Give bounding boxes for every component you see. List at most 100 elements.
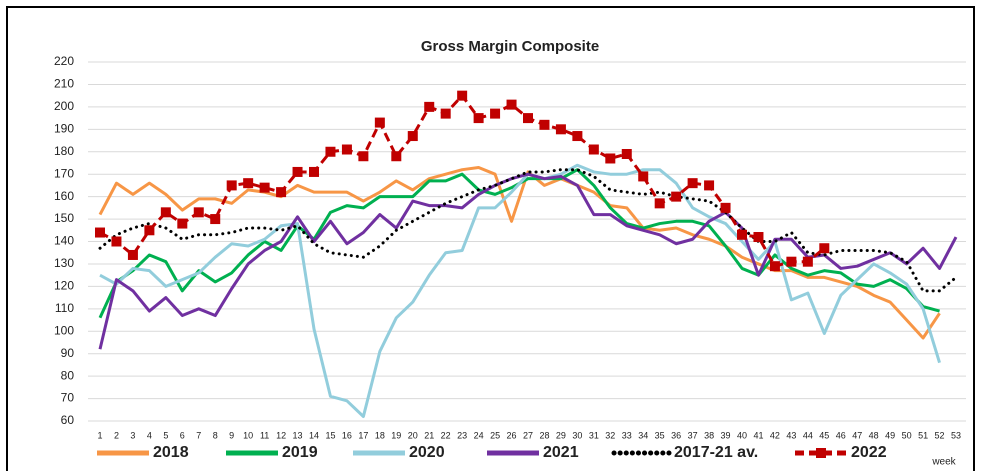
point-marker	[259, 182, 270, 193]
x-tick-label: 5	[163, 430, 168, 440]
x-tick-label: 45	[819, 430, 829, 440]
y-tick-label: 100	[54, 323, 74, 337]
x-tick-label: 29	[556, 430, 566, 440]
x-tick-label: 20	[408, 430, 418, 440]
legend-label: 2020	[409, 444, 445, 461]
x-tick-label: 47	[852, 430, 862, 440]
y-tick-label: 220	[54, 54, 74, 68]
point-marker	[654, 198, 665, 209]
x-tick-label: 7	[196, 430, 201, 440]
point-marker	[621, 148, 632, 159]
point-marker	[193, 207, 204, 218]
x-tick-label: 27	[523, 430, 533, 440]
point-marker	[292, 166, 303, 177]
point-marker	[424, 101, 435, 112]
point-marker	[111, 236, 122, 247]
x-tick-label: 44	[803, 430, 813, 440]
y-tick-label: 210	[54, 77, 74, 91]
y-tick-label: 80	[61, 368, 75, 382]
point-marker	[341, 144, 352, 155]
point-marker	[160, 207, 171, 218]
x-tick-label: 53	[951, 430, 961, 440]
legend-label: 2019	[282, 444, 318, 461]
point-marker	[802, 256, 813, 267]
frame	[6, 6, 975, 471]
x-tick-label: 11	[260, 430, 269, 440]
legend-label: 2022	[851, 444, 887, 461]
y-tick-label: 190	[54, 121, 74, 135]
y-tick-label: 70	[61, 391, 75, 405]
point-marker	[769, 261, 780, 272]
x-tick-label: 26	[507, 430, 517, 440]
x-tick-label: 14	[309, 430, 319, 440]
point-marker	[440, 108, 451, 119]
series-line	[98, 165, 941, 340]
point-marker	[753, 232, 764, 243]
legend-label: 2018	[153, 444, 189, 461]
x-tick-label: 38	[704, 430, 714, 440]
x-tick-label: 34	[638, 430, 648, 440]
point-marker	[506, 99, 517, 110]
x-tick-label: 12	[276, 430, 286, 440]
y-tick-label: 140	[54, 234, 74, 248]
y-tick-label: 120	[54, 279, 74, 293]
x-tick-label: 23	[457, 430, 467, 440]
legend-label: 2017-21 av.	[674, 444, 758, 461]
point-marker	[226, 180, 237, 191]
x-tick-label: 17	[358, 430, 368, 440]
point-marker	[539, 119, 550, 130]
x-tick-label: 41	[753, 430, 763, 440]
x-tick-label: 9	[229, 430, 234, 440]
x-tick-label: 33	[622, 430, 632, 440]
x-tick-label: 37	[688, 430, 698, 440]
point-marker	[588, 144, 599, 155]
x-tick-label: 35	[655, 430, 665, 440]
point-marker	[391, 151, 402, 162]
y-tick-label: 160	[54, 189, 74, 203]
y-tick-label: 60	[61, 413, 75, 427]
y-tick-label: 180	[54, 144, 74, 158]
point-marker	[819, 243, 830, 254]
x-tick-label: 51	[918, 430, 928, 440]
x-tick-label: 10	[243, 430, 253, 440]
point-marker	[704, 180, 715, 191]
y-tick-label: 110	[55, 301, 74, 315]
point-marker	[523, 113, 533, 124]
x-tick-label: 46	[836, 430, 846, 440]
point-marker	[671, 191, 682, 202]
point-marker	[374, 117, 385, 128]
x-tick-label: 8	[213, 430, 218, 440]
x-tick-label: 28	[539, 430, 549, 440]
series-line	[98, 172, 958, 350]
point-marker	[786, 256, 797, 267]
x-tick-label: 49	[885, 430, 895, 440]
x-tick-label: 50	[902, 430, 912, 440]
x-tick-label: 42	[770, 430, 780, 440]
y-tick-label: 90	[61, 346, 75, 360]
x-tick-label: 18	[375, 430, 385, 440]
legend-marker	[816, 448, 826, 458]
y-tick-label: 200	[54, 99, 74, 113]
x-tick-label: 48	[869, 430, 879, 440]
point-marker	[127, 249, 138, 260]
point-marker	[325, 146, 336, 157]
x-tick-label: 16	[342, 430, 352, 440]
point-marker	[473, 113, 484, 124]
y-tick-label: 170	[54, 166, 74, 180]
x-tick-label: 6	[180, 430, 185, 440]
x-tick-label: 43	[786, 430, 796, 440]
point-marker	[638, 171, 649, 182]
x-tick-label: 32	[605, 430, 615, 440]
x-axis-label: week	[931, 457, 956, 468]
x-tick-label: 52	[935, 430, 945, 440]
point-marker	[572, 131, 583, 142]
legend-label: 2021	[543, 444, 579, 461]
x-tick-label: 21	[424, 430, 434, 440]
x-tick-label: 4	[147, 430, 152, 440]
y-tick-label: 130	[54, 256, 74, 270]
x-tick-label: 22	[441, 430, 451, 440]
series-line	[98, 168, 958, 293]
x-tick-label: 39	[721, 430, 731, 440]
point-marker	[358, 151, 369, 162]
point-marker	[144, 225, 155, 236]
